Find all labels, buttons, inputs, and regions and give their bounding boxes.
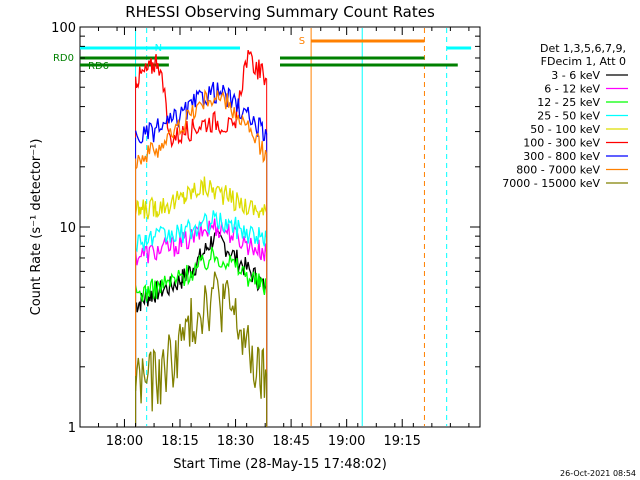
- plot-frame: [79, 26, 481, 428]
- legend-entry-label: 300 - 800 keV: [523, 150, 600, 163]
- x-axis-label: Start Time (28-May-15 17:48:02): [173, 457, 387, 472]
- flag-label: S: [299, 36, 305, 47]
- y-axis-label: Count Rate (s⁻¹ detector⁻¹): [29, 139, 44, 316]
- legend-entry-label: 100 - 300 keV: [523, 137, 600, 150]
- legend-entry-label: 12 - 25 keV: [537, 96, 600, 109]
- series-lines: [134, 49, 268, 427]
- legend-entry-label: 50 - 100 keV: [530, 123, 600, 136]
- series-line: [134, 49, 267, 149]
- legend-entry-label: 800 - 7000 keV: [516, 164, 600, 177]
- y-tick-label: 10: [59, 221, 76, 236]
- x-tick-label: 18:00: [106, 434, 143, 449]
- legend-header-line: Det 1,3,5,6,7,9,: [540, 42, 626, 55]
- legend: Det 1,3,5,6,7,9,FDecim 1, Att 03 - 6 keV…: [502, 42, 628, 190]
- flag-bars: N S RD0 RD6: [53, 36, 472, 72]
- series-line: [134, 81, 268, 144]
- x-tick-label: 18:15: [161, 434, 198, 449]
- flag-label: RD0: [53, 53, 74, 64]
- x-axis-ticks: 18:00 18:15 18:30 18:45 19:00 19:15: [79, 27, 470, 449]
- series-line: [134, 246, 268, 302]
- flag-label: RD6: [88, 61, 109, 72]
- series-line: [135, 210, 268, 253]
- timestamp: 26-Oct-2021 08:54: [560, 469, 636, 478]
- y-tick-label: 100: [51, 21, 76, 36]
- series-line: [134, 218, 268, 266]
- x-tick-label: 19:15: [383, 434, 420, 449]
- series-line: [134, 176, 268, 220]
- chart-title: RHESSI Observing Summary Count Rates: [125, 3, 435, 21]
- x-tick-label: 18:45: [272, 434, 309, 449]
- legend-entry-label: 25 - 50 keV: [537, 110, 600, 123]
- legend-header-line: FDecim 1, Att 0: [541, 55, 626, 68]
- y-tick-label: 1: [68, 421, 76, 436]
- flag-label: N: [155, 43, 162, 54]
- legend-entry-label: 7000 - 15000 keV: [502, 177, 600, 190]
- series-line: [134, 271, 268, 412]
- y-axis-ticks: 1 10 100: [51, 21, 480, 436]
- series-line: [135, 88, 268, 170]
- legend-entry-label: 6 - 12 keV: [544, 83, 600, 96]
- x-tick-label: 18:30: [217, 434, 254, 449]
- legend-entry-label: 3 - 6 keV: [551, 69, 600, 82]
- x-tick-label: 19:00: [328, 434, 365, 449]
